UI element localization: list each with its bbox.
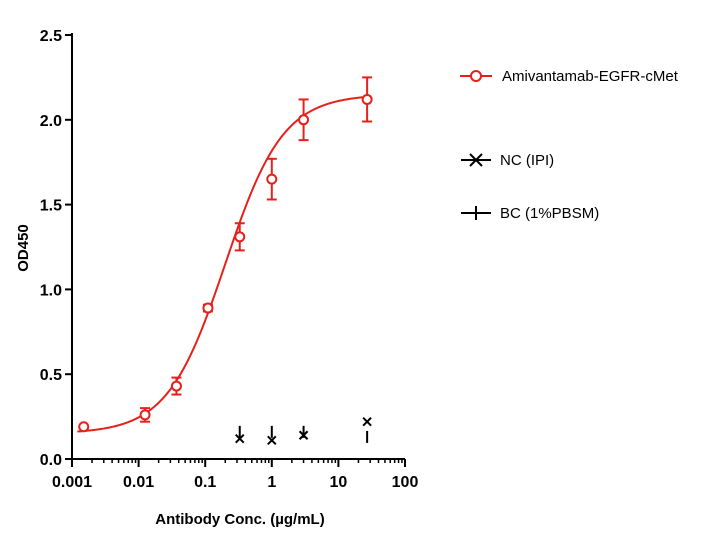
legend-label-bc: BC (1%PBSM) bbox=[500, 205, 599, 222]
point-amivantamab bbox=[170, 376, 182, 396]
point-nc bbox=[267, 435, 277, 446]
marker-circle bbox=[361, 93, 373, 105]
y-tick-label: 0.0 bbox=[40, 452, 62, 469]
x-tick-label: 100 bbox=[392, 474, 419, 491]
x-tick-label: 1 bbox=[267, 474, 276, 491]
y-tick-label: 1.5 bbox=[40, 198, 62, 215]
legend-item-bc: BC (1%PBSM) bbox=[461, 205, 599, 222]
y-axis-title: OD450 bbox=[15, 224, 32, 272]
y-tick-label: 2.0 bbox=[40, 113, 62, 130]
point-amivantamab bbox=[361, 76, 373, 123]
marker-circle bbox=[78, 421, 90, 433]
axes bbox=[65, 33, 406, 467]
y-tick-label: 2.5 bbox=[40, 28, 62, 45]
marker-circle bbox=[234, 231, 246, 243]
x-tick-label: 0.001 bbox=[52, 474, 92, 491]
marker-circle bbox=[298, 114, 310, 126]
legend-item-nc: NC (IPI) bbox=[461, 152, 554, 169]
point-amivantamab bbox=[234, 222, 246, 252]
point-amivantamab bbox=[266, 157, 278, 201]
y-tick-label: 0.5 bbox=[40, 367, 62, 384]
y-tick-label: 1.0 bbox=[40, 282, 62, 299]
point-amivantamab bbox=[139, 407, 151, 423]
x-tick-label: 0.1 bbox=[194, 474, 216, 491]
legend-label-amivantamab: Amivantamab-EGFR-cMet bbox=[502, 68, 679, 85]
marker-circle bbox=[266, 173, 278, 185]
marker-circle bbox=[139, 409, 151, 421]
legend-label-nc: NC (IPI) bbox=[500, 152, 554, 169]
fit-curve-layer bbox=[77, 95, 371, 433]
point-amivantamab bbox=[298, 98, 310, 142]
point-nc bbox=[362, 416, 372, 427]
point-amivantamab bbox=[202, 302, 214, 314]
x-tick-label: 0.01 bbox=[123, 474, 154, 491]
x-tick-label: 10 bbox=[330, 474, 348, 491]
marker-circle bbox=[170, 380, 182, 392]
data-marks bbox=[78, 76, 373, 446]
marker-circle bbox=[202, 302, 214, 314]
point-nc bbox=[235, 433, 245, 444]
legend: Amivantamab-EGFR-cMet NC (IPI) BC (1%PBS… bbox=[460, 68, 679, 222]
fit-curve-amivantamab bbox=[77, 95, 371, 433]
tick-labels: 0.0 0.5 1.0 1.5 2.0 2.5 0.001 0.01 0.1 1 10 100 bbox=[40, 28, 419, 491]
x-axis-title: Antibody Conc. (µg/mL) bbox=[155, 511, 324, 528]
point-amivantamab bbox=[78, 421, 90, 433]
legend-item-amivantamab: Amivantamab-EGFR-cMet bbox=[460, 68, 679, 85]
